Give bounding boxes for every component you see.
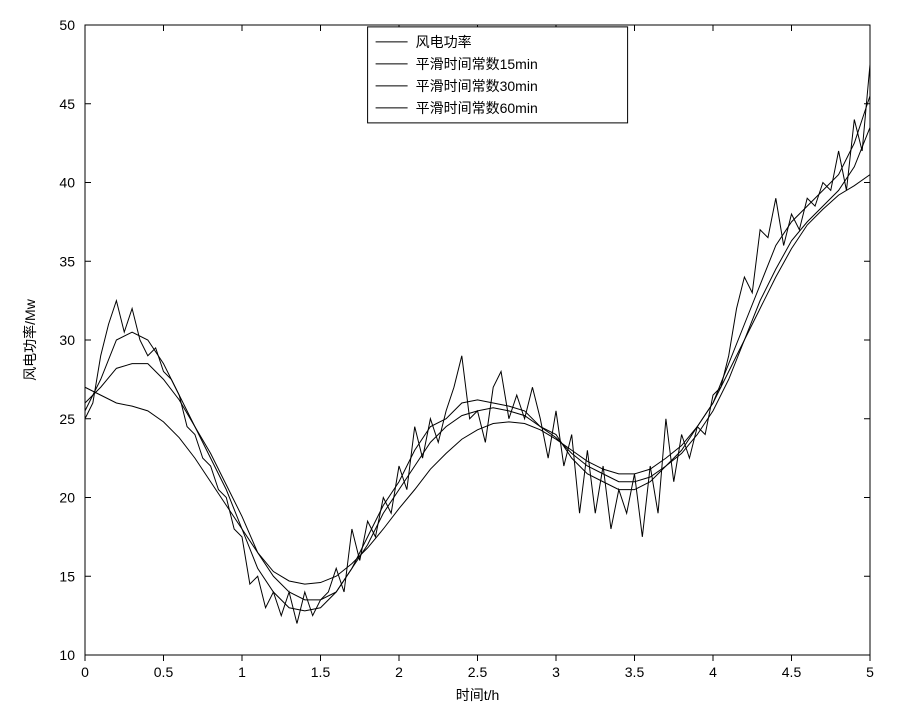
- legend-label: 平滑时间常数60min: [416, 100, 538, 116]
- y-tick-label: 35: [59, 253, 75, 269]
- y-tick-label: 50: [59, 17, 75, 33]
- y-tick-label: 25: [59, 411, 75, 427]
- x-tick-label: 3: [552, 664, 560, 680]
- chart-container: 0 0.5 1 1.5 2 2.5 3 3.5 4 4.5 5 10 15 20 25 30 35 40 45 50 时…: [0, 0, 899, 721]
- x-tick-label: 1: [238, 664, 246, 680]
- x-tick-label: 4: [709, 664, 717, 680]
- y-axis-label: 风电功率/Mw: [22, 298, 38, 381]
- x-tick-label: 0.5: [154, 664, 174, 680]
- x-axis-label: 时间t/h: [456, 687, 500, 703]
- y-tick-label: 10: [59, 647, 75, 663]
- x-tick-label: 3.5: [625, 664, 645, 680]
- y-tick-label: 20: [59, 490, 75, 506]
- x-tick-label: 0: [81, 664, 89, 680]
- x-tick-label: 5: [866, 664, 874, 680]
- x-tick-label: 4.5: [782, 664, 802, 680]
- legend-label: 平滑时间常数15min: [416, 56, 538, 72]
- series-smooth_30min: [85, 127, 870, 600]
- y-tick-label: 40: [59, 175, 75, 191]
- y-tick-label: 15: [59, 568, 75, 584]
- x-tick-label: 2.5: [468, 664, 488, 680]
- x-tick-label: 1.5: [311, 664, 331, 680]
- chart-svg: 0 0.5 1 1.5 2 2.5 3 3.5 4 4.5 5 10 15 20 25 30 35 40 45 50 时…: [0, 0, 899, 721]
- series-smooth_15min: [85, 96, 870, 611]
- legend-label: 平滑时间常数30min: [416, 78, 538, 94]
- series-wind_power_raw: [85, 64, 870, 623]
- y-tick-label: 45: [59, 96, 75, 112]
- legend-label: 风电功率: [416, 34, 472, 50]
- x-tick-label: 2: [395, 664, 403, 680]
- series-smooth_60min: [85, 175, 870, 585]
- y-tick-label: 30: [59, 332, 75, 348]
